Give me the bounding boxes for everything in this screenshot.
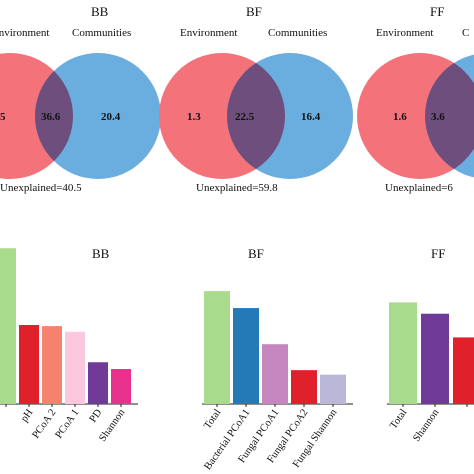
venn-unexplained-ff: Unexplained=6 — [385, 182, 453, 194]
bar — [42, 326, 62, 404]
venn-title-ff: FF — [430, 4, 444, 19]
bar-chart-ff: FF Total Shannon — [387, 246, 474, 444]
bar — [320, 374, 346, 404]
venn-overlap-ff — [425, 53, 474, 179]
bar — [0, 248, 16, 404]
bar-chart-title: BB — [92, 246, 110, 261]
venn-unexplained-bf: Unexplained=59.8 — [196, 182, 278, 194]
venn-panel-bf: BF Environment Communities 1.3 22.5 16.4… — [159, 4, 353, 194]
bar — [19, 325, 39, 404]
bar — [389, 302, 417, 404]
x-tick-label: PD — [88, 407, 105, 425]
bar — [262, 344, 288, 404]
bar — [111, 369, 131, 404]
venn-right-label-ff: C — [462, 27, 469, 39]
venn-panel-ff: FF Environment C 1.6 3.6 Unexplained=6 — [357, 4, 474, 194]
venn-overlap-bf — [227, 53, 285, 179]
venn-right-circle-bb — [35, 53, 161, 179]
venn-left-value-bb: 5 — [0, 111, 6, 123]
bar — [204, 291, 230, 404]
venn-left-label-bf: Environment — [180, 27, 237, 39]
venn-panel-bb: BB Environment Communities 5 36.6 20.4 U… — [0, 4, 161, 194]
bar — [453, 337, 474, 404]
venn-overlap-value-ff: 3.6 — [431, 111, 445, 123]
venn-right-label-bb: Communities — [72, 27, 131, 39]
bar — [233, 308, 259, 404]
venn-title-bf: BF — [246, 4, 262, 19]
venn-right-value-bb: 20.4 — [101, 111, 121, 123]
bar — [421, 313, 449, 404]
bar — [88, 362, 108, 404]
x-tick-label: Total — [202, 407, 223, 431]
venn-left-label-ff: Environment — [376, 27, 433, 39]
bar-chart-title: BF — [248, 246, 264, 261]
x-tick-label: PCoA 1 — [54, 407, 82, 440]
venn-right-value-bf: 16.4 — [301, 111, 321, 123]
bar — [291, 370, 317, 404]
venn-title-bb: BB — [91, 4, 109, 19]
venn-overlap-value-bb: 36.6 — [41, 111, 61, 123]
x-tick-label: Total — [388, 407, 409, 431]
bar-chart-title: FF — [431, 246, 445, 261]
x-tick-label: pH — [19, 407, 36, 424]
venn-left-label-bb: Environment — [0, 27, 49, 39]
bar — [65, 331, 85, 404]
x-tick-label: Shannon — [411, 407, 442, 444]
venn-left-value-ff: 1.6 — [393, 111, 407, 123]
venn-right-label-bf: Communities — [268, 27, 327, 39]
venn-unexplained-bb: Unexplained=40.5 — [0, 182, 82, 194]
venn-overlap-value-bf: 22.5 — [235, 111, 255, 123]
venn-left-value-bf: 1.3 — [187, 111, 201, 123]
